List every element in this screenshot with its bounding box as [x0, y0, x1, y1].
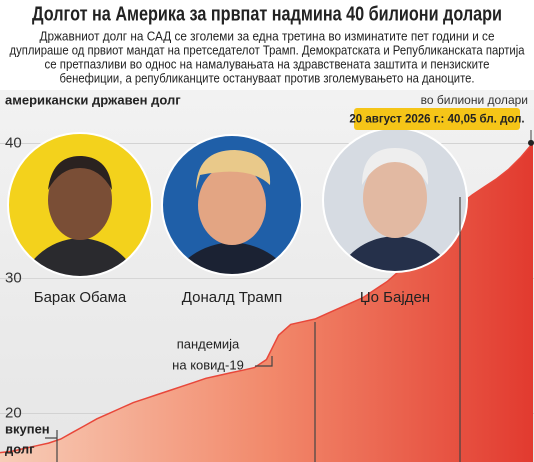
- event-label: пандемија: [177, 336, 240, 351]
- subtitle: дуплираше од првиот мандат на претседате…: [10, 43, 525, 57]
- area: [0, 142, 533, 462]
- unit-label: во билиони долари: [421, 93, 528, 107]
- event-label: на ковид-19: [172, 357, 244, 372]
- y-axis-label: американски државен долг: [5, 92, 181, 107]
- end-point: [528, 139, 534, 146]
- subtitle: бенефиции, а републиканците остануваат п…: [60, 71, 475, 85]
- president-name: Џо Бајден: [360, 289, 430, 306]
- callout-text: 20 август 2026 г.: 40,05 бл. дол.: [349, 114, 524, 126]
- leader-line: [255, 356, 273, 367]
- president-name: Барак Обама: [34, 289, 127, 306]
- y-tick-label: 30: [5, 269, 22, 286]
- subtitle: се претпазливи во однос на намалувањата …: [45, 57, 490, 71]
- portrait-frame: [161, 134, 303, 276]
- subtitle: Државниот долг на САД се зголеми за една…: [40, 29, 495, 43]
- callout-box: [354, 108, 520, 130]
- portrait: [162, 135, 302, 275]
- y-tick-label: 20: [5, 404, 22, 421]
- portrait: [8, 133, 152, 277]
- president-name: Доналд Трамп: [182, 289, 282, 306]
- chart-title: Долгот на Америка за првпат надмина 40 б…: [32, 3, 502, 25]
- series-label: долг: [5, 441, 35, 456]
- y-tick-label: 40: [5, 135, 22, 152]
- series-label: вкупен: [5, 421, 50, 436]
- portrait-frame: [7, 132, 153, 278]
